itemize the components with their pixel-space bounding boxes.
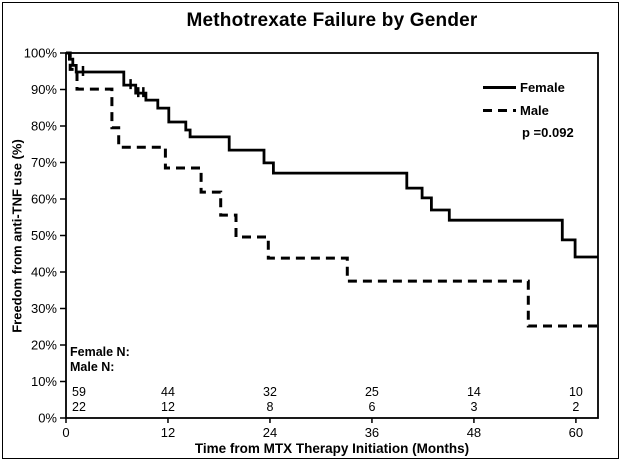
- risk-count-male: 8: [266, 400, 273, 414]
- x-tick-label: 36: [365, 425, 379, 440]
- male-curve: [66, 51, 598, 328]
- risk-count-female: 10: [569, 385, 583, 399]
- y-tick-label: 10%: [31, 374, 57, 389]
- chart-title: Methotrexate Failure by Gender: [186, 10, 478, 31]
- y-tick-label: 0%: [38, 411, 57, 426]
- y-tick-label: 50%: [31, 228, 57, 243]
- risk-count-female: 25: [365, 385, 379, 399]
- female-curve: [66, 51, 598, 259]
- legend-item-female: Female: [483, 79, 603, 95]
- risk-table-label-male: Male N:: [70, 360, 115, 374]
- y-tick-label: 20%: [31, 338, 57, 353]
- risk-count-female: 44: [161, 385, 175, 399]
- legend-item-male: Male: [483, 102, 603, 118]
- risk-count-female: 59: [72, 385, 86, 399]
- dashed-line-sample: [483, 108, 516, 112]
- y-tick-label: 90%: [31, 82, 57, 97]
- risk-count-male: 6: [368, 400, 375, 414]
- x-tick-label: 0: [62, 425, 69, 440]
- risk-count-male: 12: [161, 400, 175, 414]
- x-axis-title: Time from MTX Therapy Initiation (Months…: [194, 441, 470, 456]
- y-tick-label: 60%: [31, 192, 57, 207]
- x-tick-label: 24: [263, 425, 277, 440]
- y-tick-label: 30%: [31, 301, 57, 316]
- legend-label-female: Female: [520, 79, 565, 95]
- x-tick-label: 60: [569, 425, 583, 440]
- y-tick-label: 100%: [24, 46, 58, 61]
- x-tick-label: 48: [467, 425, 481, 440]
- risk-table-label-female: Female N:: [70, 345, 130, 359]
- y-tick-label: 40%: [31, 265, 57, 280]
- y-tick-label: 70%: [31, 155, 57, 170]
- risk-count-female: 14: [467, 385, 481, 399]
- legend-label-male: Male: [520, 102, 549, 118]
- y-tick-label: 80%: [31, 119, 57, 134]
- risk-count-male: 3: [470, 400, 477, 414]
- risk-count-female: 32: [263, 385, 277, 399]
- legend: Female Male p =0.092: [483, 79, 603, 140]
- solid-line-sample: [483, 85, 516, 89]
- risk-count-male: 2: [572, 400, 579, 414]
- x-tick-label: 12: [161, 425, 175, 440]
- figure-border: [2, 2, 619, 459]
- p-value-annotation: p =0.092: [522, 125, 574, 140]
- risk-count-male: 22: [72, 400, 86, 414]
